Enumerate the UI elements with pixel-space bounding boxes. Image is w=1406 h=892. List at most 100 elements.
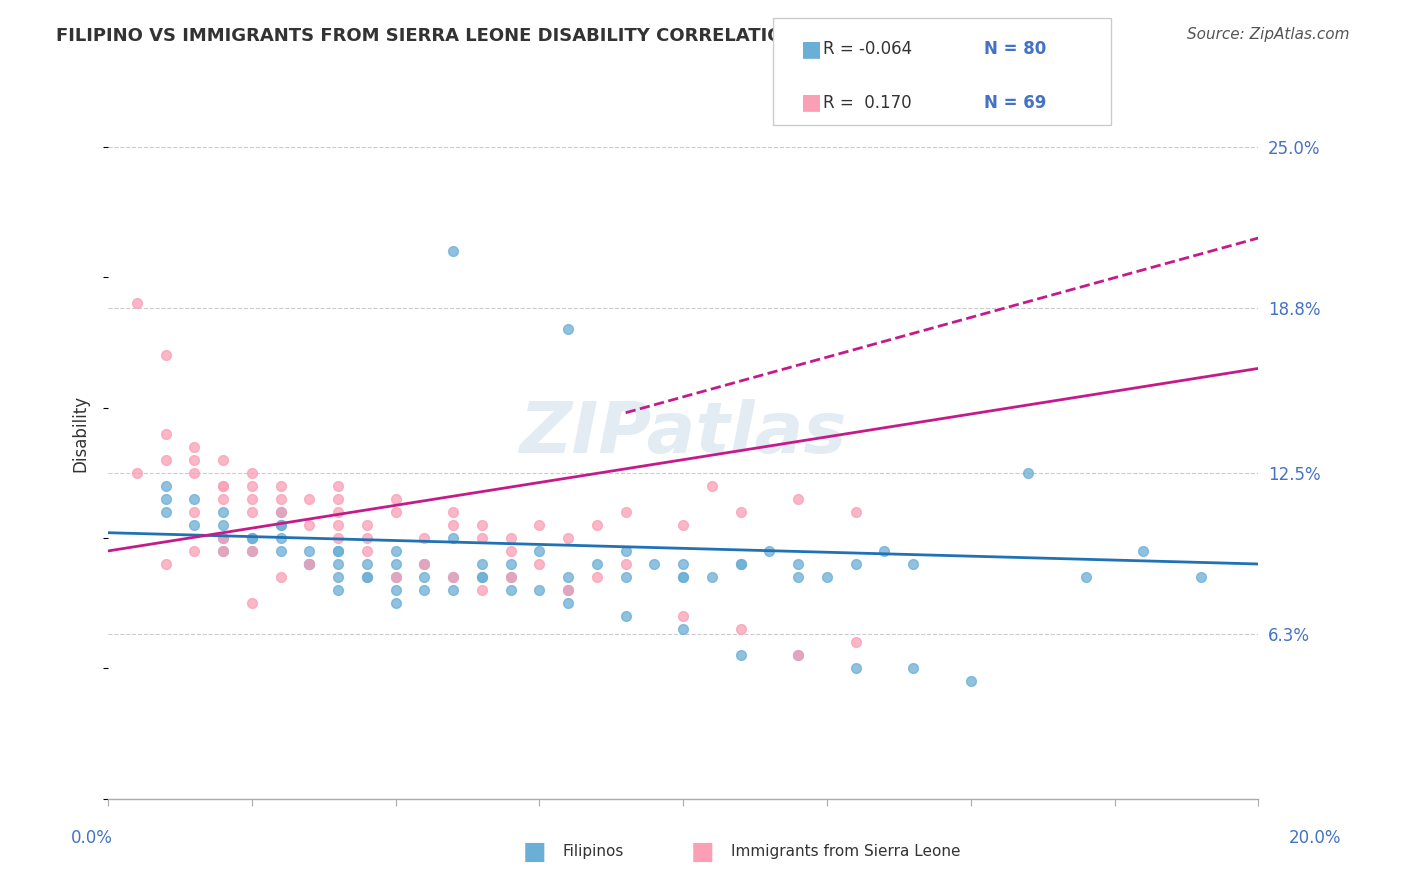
Point: [672, 609, 695, 624]
Point: [413, 531, 436, 545]
Text: Immigrants from Sierra Leone: Immigrants from Sierra Leone: [731, 845, 960, 859]
Point: [384, 570, 406, 584]
Text: FILIPINO VS IMMIGRANTS FROM SIERRA LEONE DISABILITY CORRELATION CHART: FILIPINO VS IMMIGRANTS FROM SIERRA LEONE…: [56, 27, 872, 45]
Point: [557, 570, 579, 584]
Point: [326, 583, 349, 598]
Point: [125, 296, 148, 310]
Point: [672, 570, 695, 584]
Point: [845, 661, 868, 675]
Point: [240, 466, 263, 480]
Point: [240, 531, 263, 545]
Point: [441, 244, 464, 258]
Point: [441, 570, 464, 584]
Point: [787, 648, 810, 663]
Point: [356, 557, 378, 571]
Point: [730, 557, 752, 571]
Text: 0.0%: 0.0%: [70, 830, 112, 847]
Point: [270, 544, 292, 558]
Point: [326, 479, 349, 493]
Point: [499, 583, 522, 598]
Point: [586, 517, 609, 532]
Point: [471, 570, 494, 584]
Point: [212, 544, 235, 558]
Point: [614, 570, 637, 584]
Point: [298, 557, 321, 571]
Point: [586, 570, 609, 584]
Point: [212, 544, 235, 558]
Point: [384, 491, 406, 506]
Text: R = -0.064: R = -0.064: [823, 40, 911, 58]
Point: [441, 517, 464, 532]
Point: [270, 491, 292, 506]
Text: ■: ■: [801, 93, 823, 112]
Point: [643, 557, 665, 571]
Point: [614, 544, 637, 558]
Point: [240, 479, 263, 493]
Point: [499, 570, 522, 584]
Point: [1074, 570, 1097, 584]
Point: [499, 531, 522, 545]
Point: [1132, 544, 1154, 558]
Point: [471, 583, 494, 598]
Point: [529, 517, 551, 532]
Point: [326, 544, 349, 558]
Point: [384, 505, 406, 519]
Point: [212, 531, 235, 545]
Point: [730, 557, 752, 571]
Point: [326, 517, 349, 532]
Text: ■: ■: [692, 840, 714, 863]
Point: [155, 479, 177, 493]
Point: [183, 466, 205, 480]
Point: [471, 517, 494, 532]
Point: [787, 491, 810, 506]
Point: [557, 596, 579, 610]
Point: [183, 440, 205, 454]
Point: [212, 517, 235, 532]
Point: [672, 570, 695, 584]
Point: [155, 426, 177, 441]
Point: [903, 661, 925, 675]
Point: [1189, 570, 1212, 584]
Point: [183, 517, 205, 532]
Point: [356, 544, 378, 558]
Point: [557, 322, 579, 336]
Text: R =  0.170: R = 0.170: [823, 94, 911, 112]
Point: [529, 544, 551, 558]
Point: [441, 505, 464, 519]
Point: [413, 570, 436, 584]
Point: [413, 557, 436, 571]
Point: [815, 570, 838, 584]
Point: [326, 544, 349, 558]
Point: [270, 479, 292, 493]
Text: Source: ZipAtlas.com: Source: ZipAtlas.com: [1187, 27, 1350, 42]
Point: [212, 531, 235, 545]
Point: [298, 517, 321, 532]
Point: [356, 570, 378, 584]
Point: [1017, 466, 1039, 480]
Point: [384, 544, 406, 558]
Point: [959, 674, 981, 689]
Point: [356, 531, 378, 545]
Point: [183, 544, 205, 558]
Point: [873, 544, 896, 558]
Point: [700, 479, 723, 493]
Point: [155, 557, 177, 571]
Point: [471, 570, 494, 584]
Point: [183, 505, 205, 519]
Point: [212, 479, 235, 493]
Point: [557, 583, 579, 598]
Point: [499, 544, 522, 558]
Point: [155, 348, 177, 362]
Point: [298, 557, 321, 571]
Point: [270, 505, 292, 519]
Point: [240, 596, 263, 610]
Point: [787, 570, 810, 584]
Point: [384, 570, 406, 584]
Point: [586, 557, 609, 571]
Text: ■: ■: [523, 840, 546, 863]
Point: [155, 491, 177, 506]
Point: [672, 557, 695, 571]
Point: [270, 570, 292, 584]
Point: [356, 570, 378, 584]
Y-axis label: Disability: Disability: [72, 395, 89, 472]
